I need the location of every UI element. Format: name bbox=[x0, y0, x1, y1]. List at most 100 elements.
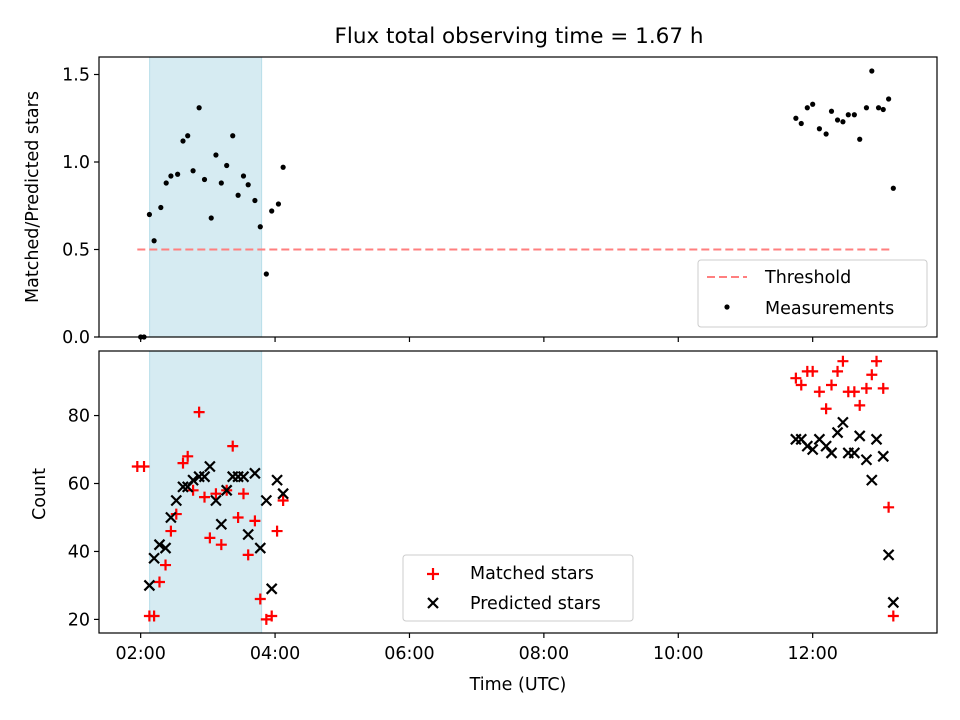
bottom-shaded-span bbox=[149, 350, 263, 634]
predicted-star-point bbox=[825, 447, 838, 459]
measurement-point bbox=[851, 112, 857, 118]
measurement-point bbox=[280, 164, 286, 170]
matched-star-point bbox=[153, 576, 165, 588]
top-legend-box bbox=[697, 259, 928, 328]
matched-star-point bbox=[866, 369, 878, 381]
matched-star-point bbox=[277, 494, 289, 506]
measurement-point bbox=[269, 208, 275, 214]
matched-star-point bbox=[820, 403, 832, 415]
measurement-point bbox=[275, 201, 282, 207]
matched-star-point bbox=[807, 365, 819, 377]
bottom-legend: Matched stars Predicted stars bbox=[402, 554, 634, 622]
top-y-tick-label: 0.0 bbox=[62, 328, 90, 348]
measurement-point bbox=[863, 105, 870, 111]
predicted-star-point bbox=[277, 487, 289, 500]
measurement-point bbox=[190, 168, 196, 174]
predicted-star-point bbox=[882, 549, 895, 561]
predicted-stars-points bbox=[143, 416, 900, 609]
matched-star-point bbox=[187, 484, 199, 496]
top-y-ticks: 0.0 0.5 1.0 1.5 bbox=[62, 66, 99, 348]
measurement-point bbox=[230, 133, 236, 139]
bottom-y-tick-label: 20 bbox=[68, 610, 90, 630]
matched-star-point bbox=[825, 379, 837, 391]
predicted-star-point bbox=[204, 460, 216, 473]
matched-star-point bbox=[795, 379, 807, 391]
measurement-point bbox=[840, 119, 846, 125]
bottom-y-axis-label: Count bbox=[30, 468, 50, 520]
x-tick-label: 10:00 bbox=[653, 644, 703, 664]
matched-star-point bbox=[877, 382, 889, 394]
measurement-point bbox=[857, 136, 863, 142]
predicted-star-point bbox=[165, 511, 177, 524]
measurement-point bbox=[168, 173, 174, 179]
measurement-point bbox=[810, 101, 816, 107]
bottom-y-tick-label: 80 bbox=[68, 407, 90, 427]
predicted-star-point bbox=[159, 542, 172, 554]
predicted-star-point bbox=[853, 430, 866, 442]
matched-star-point bbox=[860, 382, 872, 394]
matched-star-point bbox=[883, 501, 895, 513]
x-tick-label: 12:00 bbox=[787, 644, 837, 664]
predicted-star-point bbox=[148, 552, 160, 565]
matched-star-point bbox=[237, 488, 249, 500]
matched-star-point bbox=[227, 440, 239, 452]
legend-measurements-swatch bbox=[724, 304, 730, 310]
measurement-point bbox=[213, 152, 219, 158]
top-panel: 0.0 0.5 1.0 1.5 Matched/Predicted stars Thr… bbox=[23, 56, 938, 348]
measurement-point bbox=[886, 96, 892, 102]
measurement-point bbox=[218, 180, 224, 186]
matched-star-point bbox=[177, 457, 189, 469]
predicted-star-point bbox=[198, 470, 211, 483]
predicted-star-point bbox=[143, 579, 156, 592]
predicted-star-point bbox=[877, 450, 890, 463]
top-legend: Threshold Measurements bbox=[697, 259, 928, 328]
predicted-star-point bbox=[177, 481, 189, 493]
measurement-point bbox=[151, 238, 157, 244]
measurement-point bbox=[163, 180, 169, 186]
x-tick-label: 08:00 bbox=[519, 644, 569, 664]
x-tick-label: 04:00 bbox=[250, 644, 300, 664]
predicted-star-point bbox=[210, 494, 222, 507]
measurement-point bbox=[196, 105, 202, 111]
legend-threshold-label: Threshold bbox=[764, 268, 851, 288]
matched-star-point bbox=[837, 355, 849, 367]
predicted-star-point bbox=[254, 542, 267, 554]
top-axes-frame bbox=[98, 56, 938, 338]
measurement-point bbox=[257, 224, 263, 230]
measurement-point bbox=[869, 68, 875, 74]
measurement-point bbox=[875, 105, 882, 111]
measurement-point bbox=[798, 120, 804, 127]
bottom-y-tick-label: 40 bbox=[68, 542, 90, 562]
predicted-star-point bbox=[271, 474, 283, 486]
top-y-tick-label: 1.5 bbox=[62, 66, 90, 86]
predicted-star-point bbox=[237, 470, 250, 483]
measurement-point bbox=[834, 117, 841, 123]
measurement-point bbox=[828, 108, 835, 114]
predicted-star-point bbox=[806, 443, 819, 456]
bottom-axes-frame bbox=[98, 350, 938, 634]
matched-star-point bbox=[170, 508, 182, 520]
measurement-point bbox=[245, 182, 251, 188]
legend-measurements-label: Measurements bbox=[765, 299, 894, 319]
measurement-point bbox=[823, 131, 829, 137]
predicted-star-point bbox=[870, 433, 883, 446]
measurements-points bbox=[138, 68, 896, 340]
top-x-ticks bbox=[140, 337, 814, 342]
measurement-point bbox=[845, 112, 851, 118]
bottom-x-ticks: 02:00 04:00 06:00 08:00 10:00 12:00 bbox=[115, 633, 838, 664]
matched-star-point bbox=[242, 549, 254, 561]
predicted-star-point bbox=[887, 596, 900, 609]
measurement-point bbox=[158, 204, 164, 211]
measurement-point bbox=[240, 173, 247, 179]
matched-star-point bbox=[232, 511, 244, 523]
x-axis-label: Time (UTC) bbox=[469, 675, 567, 695]
predicted-star-point bbox=[790, 433, 802, 446]
predicted-star-point bbox=[265, 583, 278, 595]
measurement-point bbox=[208, 215, 214, 221]
predicted-star-point bbox=[249, 467, 261, 480]
matched-star-point bbox=[193, 406, 205, 418]
measurement-point bbox=[252, 197, 258, 204]
matched-star-point bbox=[215, 539, 227, 551]
